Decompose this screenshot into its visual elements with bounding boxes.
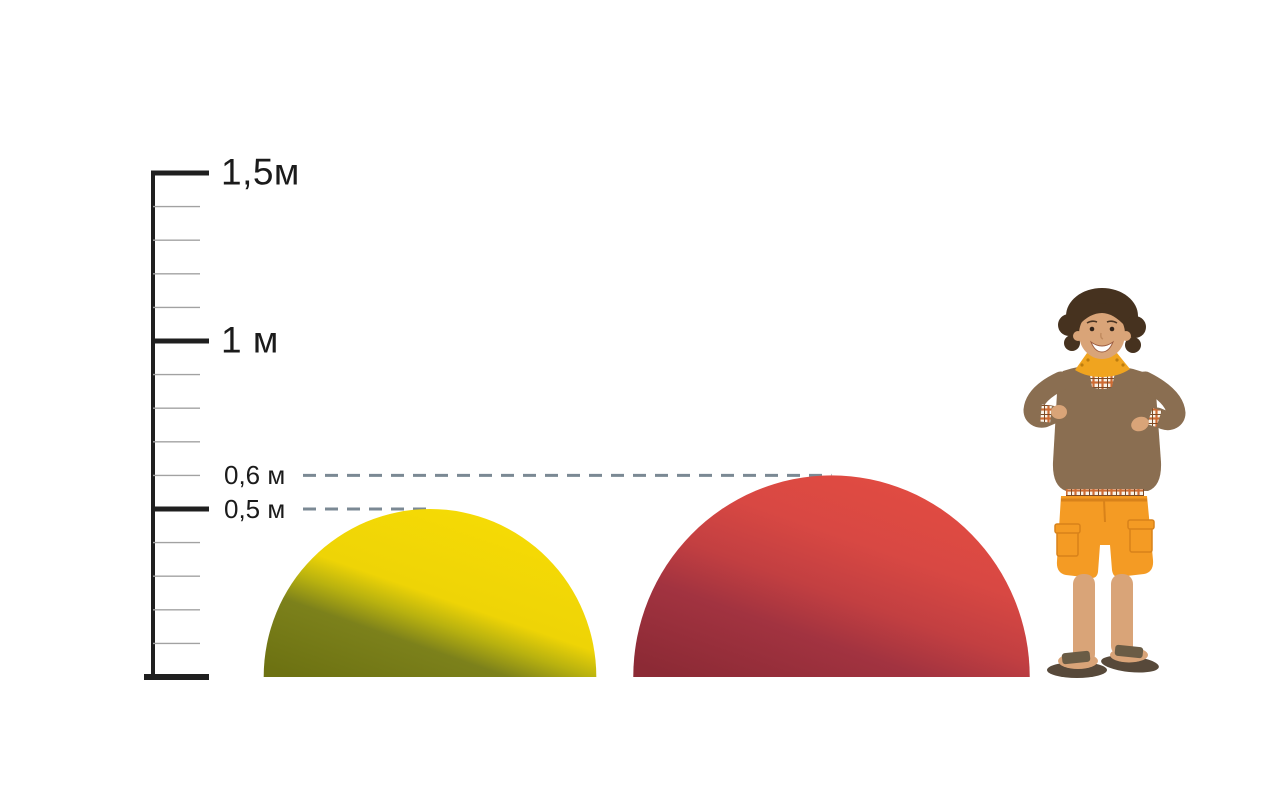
jacket (1052, 364, 1162, 491)
left-cuff (1040, 404, 1052, 423)
hair-fringe (1079, 303, 1125, 326)
nose (1100, 332, 1104, 340)
measuring-scale (144, 170, 209, 680)
sandal-strap (1114, 644, 1144, 659)
cargo-pocket-flap (1127, 519, 1155, 530)
right-hand (1131, 416, 1149, 432)
height-guide-lines (303, 473, 832, 511)
collar-snap (1115, 358, 1119, 362)
guide-label-0-5m: 0,5 м (224, 494, 286, 525)
shorts-fly (1103, 499, 1106, 523)
yellow-dome (263, 508, 597, 677)
shirt-hem (1066, 489, 1144, 497)
leg (1073, 574, 1095, 664)
play-domes (263, 475, 1030, 677)
child-figure (1023, 288, 1186, 678)
scale-label-1-5m: 1,5м (221, 151, 300, 193)
eye (1089, 326, 1095, 332)
collar-snap (1121, 363, 1125, 367)
hair-curl (1125, 337, 1141, 353)
leg (1111, 574, 1133, 656)
left-hand (1051, 405, 1067, 419)
eye (1109, 326, 1115, 332)
smile (1089, 340, 1115, 353)
scale-label-1m: 1 м (221, 319, 279, 361)
right-cuff (1147, 407, 1162, 428)
hair-curl (1058, 314, 1080, 336)
guide-label-0-6m: 0,6 м (224, 460, 286, 491)
collar-snap (1080, 363, 1084, 367)
eyebrow (1086, 320, 1098, 324)
collar-snap (1086, 358, 1090, 362)
shorts (1056, 496, 1154, 578)
red-dome (633, 475, 1030, 677)
sandal-strap (1061, 650, 1091, 665)
right-arm (1135, 371, 1186, 431)
cargo-pocket-flap (1054, 523, 1081, 534)
eyebrow (1106, 320, 1118, 324)
